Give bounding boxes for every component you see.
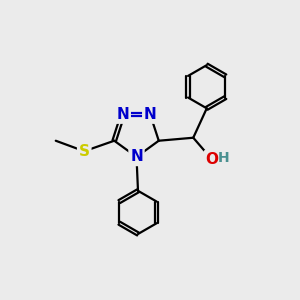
Text: N: N (116, 107, 129, 122)
Text: O: O (206, 152, 218, 167)
Text: N: N (130, 149, 143, 164)
Text: N: N (144, 107, 157, 122)
Text: H: H (218, 151, 229, 165)
Text: S: S (79, 144, 90, 159)
